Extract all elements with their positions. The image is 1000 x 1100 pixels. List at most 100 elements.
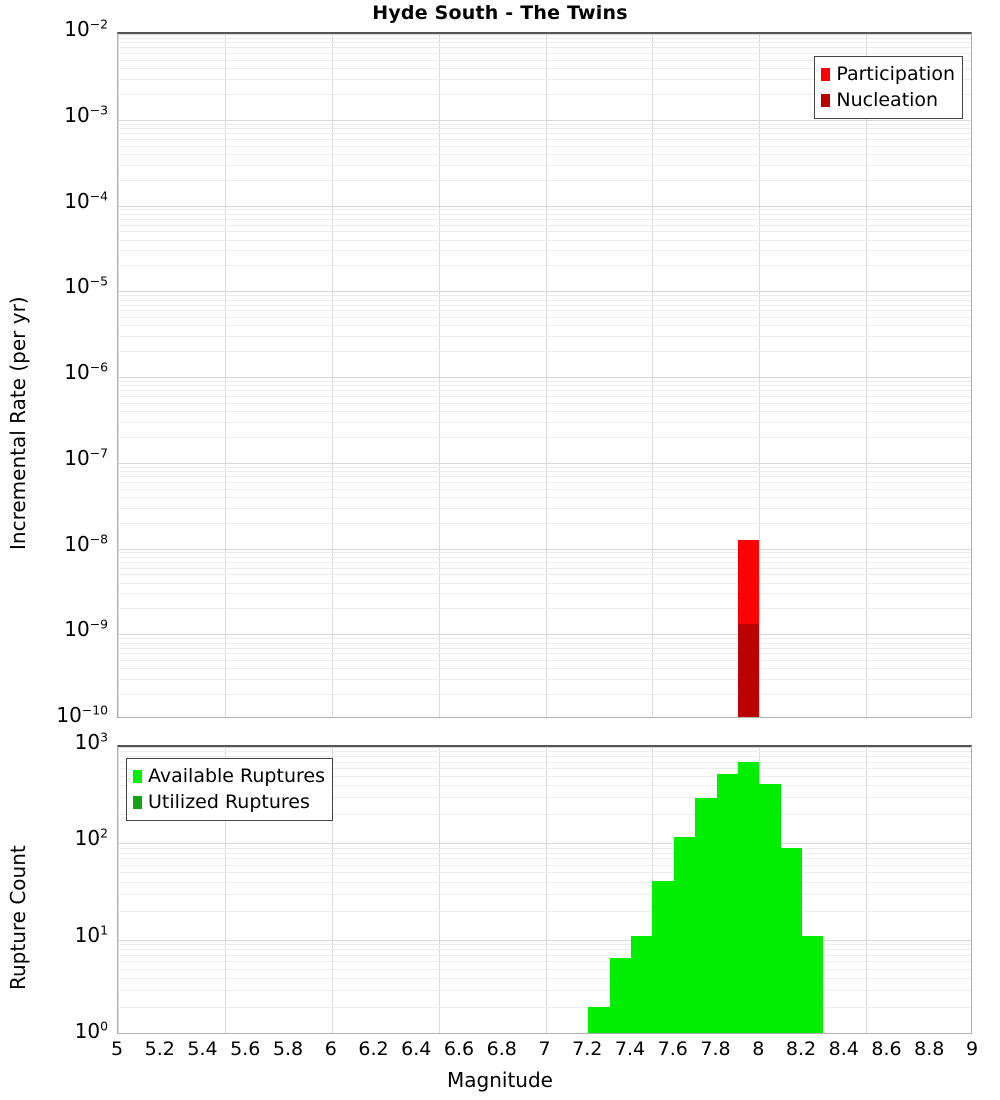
gridline-horizontal-minor <box>118 381 971 382</box>
gridline-horizontal-minor <box>118 133 971 134</box>
gridline-horizontal-minor <box>118 94 971 95</box>
gridline-horizontal-minor <box>118 336 971 337</box>
gridline-horizontal-minor <box>118 552 971 553</box>
gridline-horizontal-minor <box>118 785 971 786</box>
bar-available-ruptures <box>802 935 824 1033</box>
gridline-horizontal-minor <box>118 325 971 326</box>
x-tick-label: 5.8 <box>272 1038 304 1060</box>
nucleation-swatch-icon <box>821 93 831 107</box>
participation-swatch-icon <box>821 67 831 81</box>
y-tick-label: 101 <box>74 922 108 947</box>
x-tick-label: 5.6 <box>230 1038 261 1060</box>
gridline-horizontal-major <box>118 463 971 464</box>
gridline-horizontal-minor <box>118 240 971 241</box>
gridline-horizontal-minor <box>118 668 971 669</box>
gridline-horizontal-minor <box>118 214 971 215</box>
rupture-count-plot: Available Ruptures Utilized Ruptures <box>117 745 972 1034</box>
gridline-horizontal-minor <box>118 990 971 991</box>
gridline-horizontal-minor <box>118 305 971 306</box>
gridline-horizontal-major <box>118 634 971 635</box>
gridline-horizontal-minor <box>118 497 971 498</box>
legend-item-utilized-ruptures: Utilized Ruptures <box>133 789 325 815</box>
gridline-vertical <box>759 34 761 717</box>
gridline-vertical <box>331 747 333 1033</box>
x-tick-label: 7.8 <box>700 1038 731 1060</box>
x-tick-label: 5.4 <box>187 1038 218 1060</box>
y-tick-label: 10−5 <box>64 273 108 299</box>
gridline-horizontal-major <box>118 843 971 844</box>
gridline-vertical <box>118 34 119 717</box>
x-tick-label: 7 <box>538 1038 551 1060</box>
bar-available-ruptures <box>652 880 674 1033</box>
bar-available-ruptures <box>609 957 631 1033</box>
y-tick-label: 102 <box>74 825 108 851</box>
gridline-horizontal-minor <box>118 60 971 61</box>
gridline-horizontal-minor <box>118 351 971 352</box>
y-tick-label: 10−3 <box>64 102 108 127</box>
gridline-vertical <box>224 747 226 1033</box>
bar-available-ruptures <box>759 784 781 1033</box>
x-tick-label: 8.6 <box>871 1038 902 1060</box>
gridline-horizontal-minor <box>118 165 971 166</box>
bar-available-ruptures <box>673 837 696 1033</box>
available-ruptures-swatch-icon <box>133 769 142 783</box>
gridline-horizontal-minor <box>118 955 971 956</box>
gridline-vertical <box>545 34 547 717</box>
gridline-vertical <box>866 34 868 717</box>
legend-label-participation: Participation <box>836 62 955 85</box>
gridline-horizontal-minor <box>118 944 971 945</box>
legend-item-participation: Participation <box>821 61 955 87</box>
gridline-horizontal-minor <box>118 1007 971 1008</box>
gridline-horizontal-minor <box>118 949 971 950</box>
legend-label-available-ruptures: Available Ruptures <box>148 764 325 787</box>
gridline-horizontal-minor <box>118 250 971 251</box>
gridline-horizontal-minor <box>118 978 971 979</box>
gridline-horizontal-minor <box>118 489 971 490</box>
x-tick-label: 7.4 <box>614 1038 646 1060</box>
gridline-horizontal-minor <box>118 648 971 649</box>
x-axis-title: Magnitude <box>447 1068 553 1092</box>
gridline-horizontal-minor <box>118 969 971 970</box>
gridline-horizontal-minor <box>118 638 971 639</box>
gridline-horizontal-minor <box>118 894 971 895</box>
gridline-horizontal-minor <box>118 47 971 48</box>
gridline-horizontal-minor <box>118 128 971 129</box>
utilized-ruptures-swatch-icon <box>133 795 142 809</box>
gridline-horizontal-minor <box>118 814 971 815</box>
x-tick-label: 5 <box>110 1038 124 1060</box>
gridline-horizontal-major <box>118 120 971 121</box>
gridline-horizontal-minor <box>118 608 971 609</box>
gridline-horizontal-minor <box>118 411 971 412</box>
y-tick-label: 10−9 <box>64 616 108 642</box>
bar-available-ruptures <box>588 1007 610 1033</box>
gridline-horizontal-major <box>118 549 971 550</box>
gridline-vertical <box>438 747 440 1033</box>
gridline-horizontal-minor <box>118 694 971 695</box>
bar-available-ruptures <box>631 935 653 1033</box>
y-tick-label: 10−7 <box>64 445 108 470</box>
gridline-horizontal-minor <box>118 679 971 680</box>
gridline-horizontal-minor <box>118 396 971 397</box>
gridline-horizontal-minor <box>118 139 971 140</box>
gridline-horizontal-major <box>118 206 971 207</box>
y-tick-label: 103 <box>74 729 108 754</box>
gridline-horizontal-minor <box>118 154 971 155</box>
x-tick-label: 8.2 <box>785 1038 817 1060</box>
gridline-horizontal-minor <box>118 146 971 147</box>
y-tick-label: 10−10 <box>56 702 108 727</box>
legend-label-nucleation: Nucleation <box>836 88 939 111</box>
bottom-y-axis-title: Rupture Count <box>6 845 30 990</box>
gridline-horizontal-major <box>118 34 971 35</box>
gridline-horizontal-minor <box>118 756 971 757</box>
gridline-horizontal-minor <box>118 961 971 962</box>
gridline-vertical <box>331 34 333 717</box>
gridline-horizontal-minor <box>118 865 971 866</box>
x-tick-label: 9 <box>965 1038 979 1060</box>
gridline-horizontal-minor <box>118 403 971 404</box>
x-tick-label: 6.8 <box>486 1038 517 1060</box>
gridline-horizontal-minor <box>118 882 971 883</box>
legend-rupture-count: Available Ruptures Utilized Ruptures <box>126 758 333 821</box>
gridline-horizontal-minor <box>118 385 971 386</box>
gridline-vertical <box>545 747 547 1033</box>
top-plot-area <box>118 34 971 717</box>
